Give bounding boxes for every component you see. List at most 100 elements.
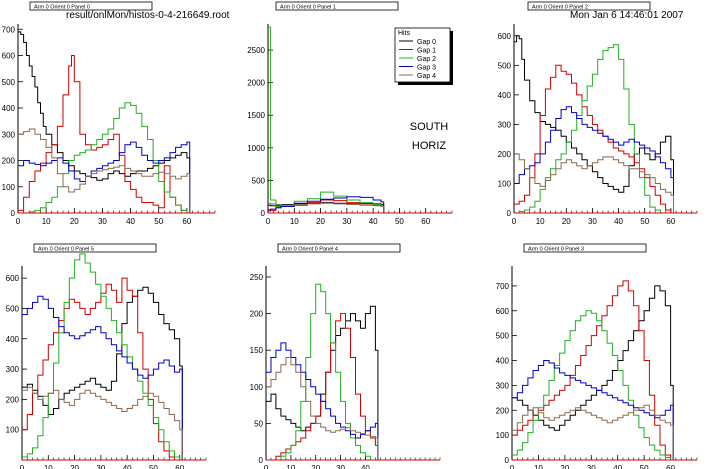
series-gap-3 <box>514 106 674 213</box>
x-tick-label: 40 <box>126 217 135 226</box>
y-tick-label: 500 <box>496 332 510 341</box>
y-tick-label: 500 <box>252 176 266 185</box>
y-tick-label: 600 <box>2 52 16 61</box>
series-gap-4 <box>514 153 674 213</box>
y-tick-label: 200 <box>498 150 512 159</box>
x-tick-label: 20 <box>560 464 569 469</box>
series-gap-0 <box>22 286 183 460</box>
y-tick-label: 200 <box>250 310 264 319</box>
series-gap-3 <box>18 141 191 213</box>
y-tick-label: 600 <box>6 274 20 283</box>
series-gap-2 <box>268 26 385 213</box>
series-gap-0 <box>18 31 191 213</box>
y-tick-label: 600 <box>496 307 510 316</box>
y-tick-label: 100 <box>250 383 264 392</box>
x-tick-label: 10 <box>536 217 545 226</box>
panel-title: Arm 0 Orient 0 Panel 2 <box>532 5 588 11</box>
x-tick-label: 0 <box>264 464 269 469</box>
x-tick-label: 60 <box>175 464 184 469</box>
series-gap-0 <box>512 285 674 460</box>
y-tick-label: 100 <box>496 431 510 440</box>
series-gap-0 <box>266 305 379 460</box>
y-tick-label: 500 <box>6 304 20 313</box>
x-tick-label: 0 <box>510 464 515 469</box>
x-tick-label: 10 <box>286 464 295 469</box>
series-gap-4 <box>512 404 674 460</box>
x-tick-label: 20 <box>70 464 79 469</box>
y-tick-label: 200 <box>496 406 510 415</box>
x-tick-label: 60 <box>666 217 675 226</box>
panel-title: Arm 0 Orient 0 Panel 5 <box>38 247 94 253</box>
x-tick-label: 30 <box>588 217 597 226</box>
series-gap-3 <box>266 342 379 460</box>
y-tick-label: 700 <box>2 25 16 34</box>
y-tick-label: 100 <box>6 426 20 435</box>
y-tick-label: 100 <box>498 179 512 188</box>
annotation-horiz: HORIZ <box>412 140 447 152</box>
x-tick-label: 10 <box>534 464 543 469</box>
x-tick-label: 50 <box>640 217 649 226</box>
x-tick-label: 40 <box>369 217 378 226</box>
x-tick-label: 50 <box>154 217 163 226</box>
y-tick-label: 2500 <box>247 46 265 55</box>
y-tick-label: 300 <box>6 365 20 374</box>
series-gap-2 <box>512 310 674 461</box>
y-tick-label: 200 <box>6 395 20 404</box>
y-tick-label: 0 <box>261 209 266 218</box>
series-gap-2 <box>18 102 190 214</box>
x-tick-label: 20 <box>562 217 571 226</box>
y-tick-label: 0 <box>11 209 16 218</box>
y-tick-label: 500 <box>498 61 512 70</box>
y-tick-label: 1500 <box>247 111 265 120</box>
y-tick-label: 150 <box>250 346 264 355</box>
series-gap-1 <box>512 280 674 461</box>
x-tick-label: 0 <box>16 217 21 226</box>
series-gap-4 <box>266 357 379 460</box>
series-gap-3 <box>268 196 385 213</box>
panel-title-box <box>33 243 157 253</box>
legend-entry: Gap 0 <box>417 39 436 46</box>
x-tick-label: 60 <box>182 217 191 226</box>
x-tick-label: 50 <box>395 217 404 226</box>
x-tick-label: 50 <box>149 464 158 469</box>
series-gap-3 <box>22 295 183 460</box>
x-tick-label: 0 <box>266 217 271 226</box>
panel-title-box <box>277 243 401 253</box>
x-tick-label: 30 <box>96 464 105 469</box>
y-tick-label: 2000 <box>247 79 265 88</box>
x-tick-label: 40 <box>123 464 132 469</box>
panel-title-box <box>527 1 651 11</box>
panel-title-box <box>275 1 399 11</box>
series-gap-1 <box>266 313 379 461</box>
timestamp: Mon Jan 6 14:46:01 2007 <box>570 10 684 21</box>
y-tick-label: 500 <box>2 78 16 87</box>
legend-title: Hits <box>398 30 411 37</box>
series-gap-4 <box>22 386 183 460</box>
x-tick-label: 10 <box>44 464 53 469</box>
series-gap-2 <box>266 283 378 461</box>
legend-entry: Gap 4 <box>417 73 436 80</box>
series-gap-4 <box>18 128 191 213</box>
panel-title: Arm 0 Orient 0 Panel 4 <box>282 247 338 253</box>
y-tick-label: 200 <box>2 157 16 166</box>
y-tick-label: 400 <box>6 335 20 344</box>
panel-title: Arm 0 Orient 0 Panel 0 <box>34 5 90 11</box>
x-tick-label: 30 <box>587 464 596 469</box>
legend-entry: Gap 1 <box>417 48 436 55</box>
x-tick-label: 0 <box>512 217 517 226</box>
panel-title-box <box>29 1 153 11</box>
panel-title-box <box>523 243 647 253</box>
y-tick-label: 300 <box>498 120 512 129</box>
y-tick-label: 250 <box>250 273 264 282</box>
series-gap-4 <box>268 202 385 213</box>
x-tick-label: 10 <box>42 217 51 226</box>
annotation-south: SOUTH <box>410 121 449 133</box>
y-tick-label: 400 <box>2 104 16 113</box>
y-tick-label: 300 <box>2 130 16 139</box>
x-tick-label: 30 <box>342 217 351 226</box>
y-tick-label: 0 <box>507 209 512 218</box>
panel-title: Arm 0 Orient 0 Panel 3 <box>528 247 584 253</box>
x-tick-label: 30 <box>98 217 107 226</box>
y-tick-label: 300 <box>496 381 510 390</box>
